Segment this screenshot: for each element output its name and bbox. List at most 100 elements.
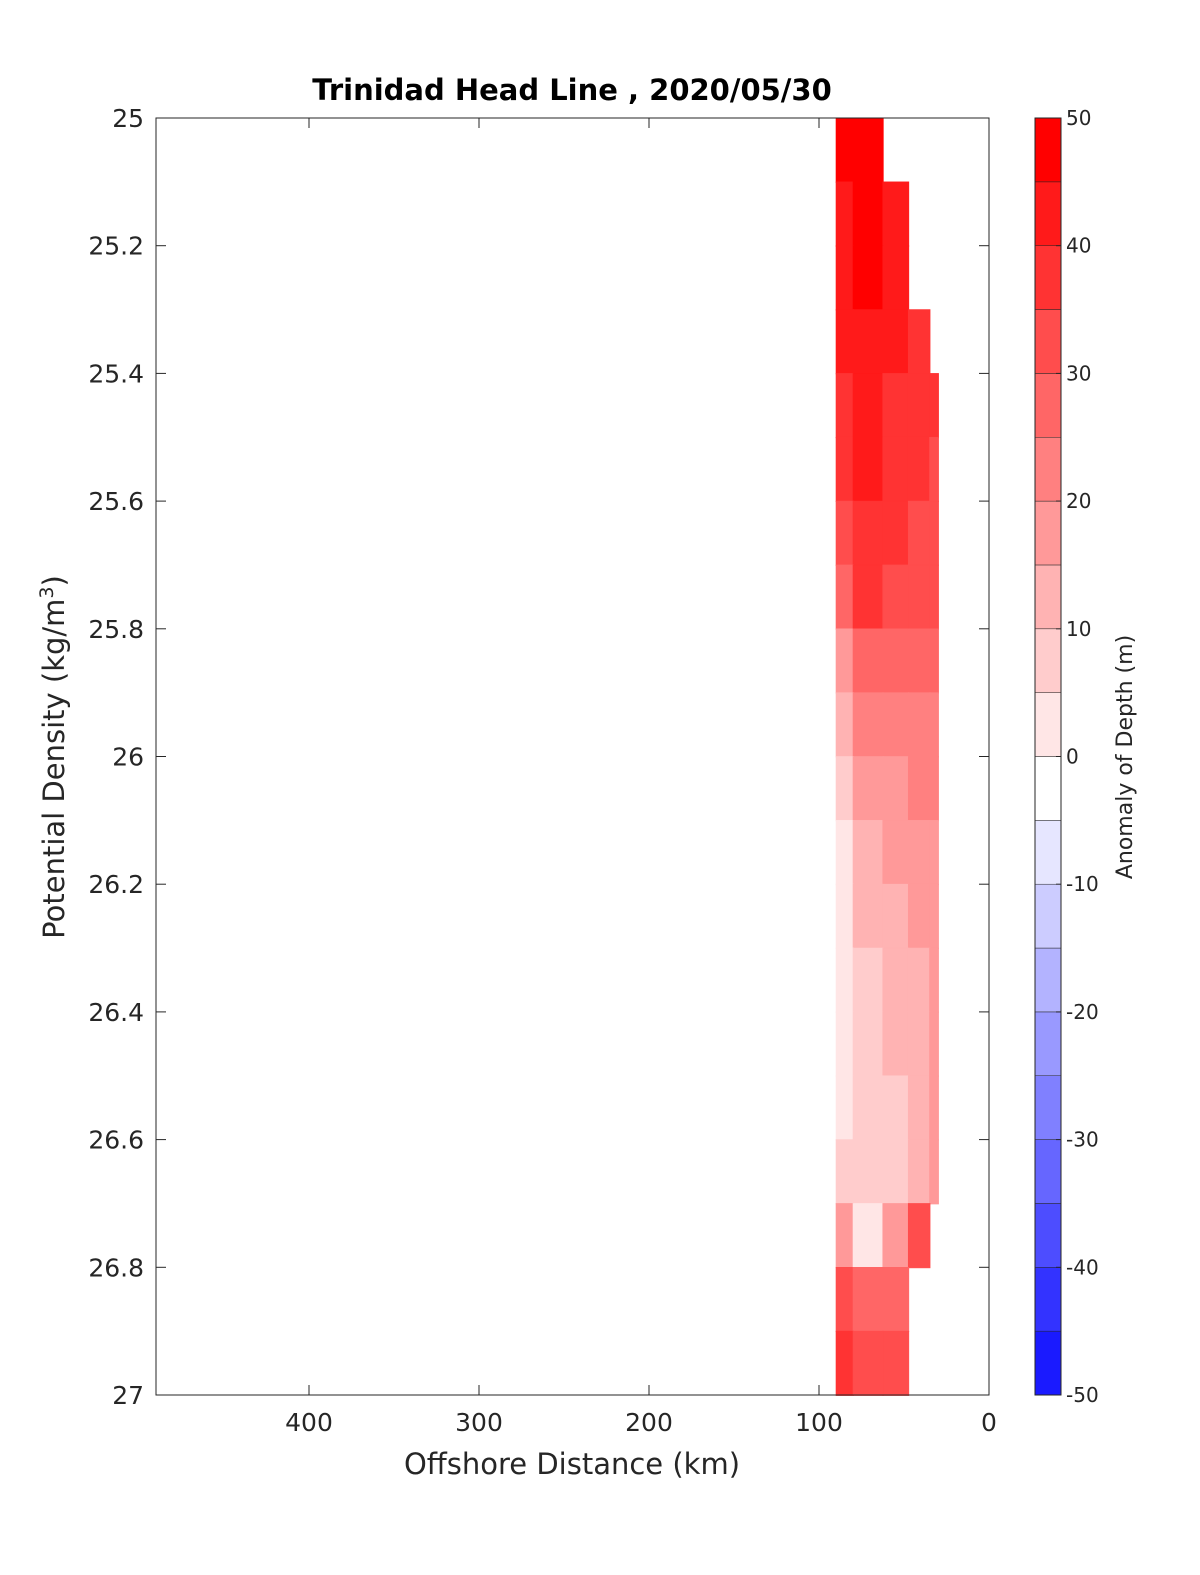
- colorbar-tick-label: 20: [1066, 489, 1091, 513]
- field-cell: [907, 1139, 931, 1205]
- colorbar-band: [1034, 1267, 1062, 1332]
- field-cell: [835, 500, 854, 566]
- field-cell: [907, 1011, 931, 1077]
- y-tick-label: 26.6: [88, 1126, 144, 1155]
- field-cell: [852, 373, 884, 439]
- colorbar-band: [1034, 437, 1062, 502]
- field-cell: [882, 1330, 910, 1396]
- field-cell: [929, 820, 939, 886]
- y-axis-label: Potential Density (kg/m3): [36, 575, 71, 939]
- field-cell: [882, 1011, 910, 1077]
- field-cell: [929, 1139, 939, 1205]
- field-cell: [835, 181, 854, 247]
- field-cell: [907, 756, 931, 822]
- colorbar-band: [1034, 628, 1062, 693]
- field-cell: [907, 309, 931, 375]
- field-cell: [835, 117, 854, 183]
- field-cell: [852, 1203, 884, 1269]
- field-cell: [852, 309, 884, 375]
- field-cell: [835, 309, 854, 375]
- field-cell: [852, 1330, 884, 1396]
- axes: 400 300 200 100 0 25 25.2 25.4 25.6 25.8 26 26.2 26.…: [88, 104, 997, 1437]
- field-cell: [907, 820, 931, 886]
- field-cell: [929, 1011, 939, 1077]
- field-cell: [882, 500, 910, 566]
- field-cell: [907, 373, 931, 439]
- field-cell: [929, 883, 939, 949]
- field-cell: [835, 820, 854, 886]
- field-cell: [882, 1203, 910, 1269]
- field-cell: [852, 117, 884, 183]
- y-axis-label-close: ): [37, 575, 71, 586]
- y-tick-label: 25.4: [88, 359, 144, 388]
- colorbar-band: [1034, 309, 1062, 374]
- x-tick-label: 300: [455, 1408, 503, 1437]
- field-cell: [929, 692, 939, 758]
- field-cell: [907, 628, 931, 694]
- colorbar-band: [1034, 820, 1062, 885]
- colorbar-band: [1034, 245, 1062, 310]
- field-cell: [882, 820, 910, 886]
- field-cell: [882, 564, 910, 630]
- colorbar-tick-label: -40: [1066, 1255, 1099, 1279]
- colorbar-tick-label: 0: [1066, 745, 1079, 769]
- chart-title: Trinidad Head Line , 2020/05/30: [312, 73, 832, 107]
- colorbar-band: [1034, 1075, 1062, 1140]
- colorbar-band: [1034, 117, 1062, 183]
- field-cell: [852, 1267, 884, 1333]
- x-axis-label: Offshore Distance (km): [404, 1447, 740, 1481]
- field-cell: [882, 436, 910, 502]
- field-cell: [835, 564, 854, 630]
- field-cell: [929, 1075, 939, 1141]
- field-cell: [882, 1267, 910, 1333]
- field-cell: [882, 883, 910, 949]
- colorbar-band: [1034, 1139, 1062, 1204]
- y-tick-label: 25: [112, 104, 144, 133]
- colorbar-band: [1034, 1203, 1062, 1268]
- field-cell: [835, 883, 854, 949]
- field-cell: [882, 628, 910, 694]
- colorbar-band: [1034, 756, 1062, 821]
- y-tick-label: 26.4: [88, 998, 144, 1027]
- y-axis-label-superscript: 3: [36, 586, 58, 598]
- field-cell: [835, 692, 854, 758]
- field-cell: [929, 947, 939, 1013]
- field-cell: [907, 947, 931, 1013]
- field-cell: [835, 947, 854, 1013]
- colorbar-tick-label: 50: [1066, 106, 1091, 130]
- colorbar-band: [1034, 373, 1062, 438]
- x-tick-label: 400: [285, 1408, 333, 1437]
- field-cell: [882, 1139, 910, 1205]
- field-cell: [907, 883, 931, 949]
- y-axis-label-main: Potential Density (kg/m: [37, 599, 71, 939]
- field-cell: [882, 373, 910, 439]
- x-tick-label: 0: [981, 1408, 997, 1437]
- field-cell: [852, 628, 884, 694]
- field-cell: [882, 1075, 910, 1141]
- colorbar-band: [1034, 883, 1062, 949]
- field-cell: [852, 820, 884, 886]
- colorbar-band: [1034, 947, 1062, 1013]
- field-cell: [852, 181, 884, 247]
- field-cell: [852, 1139, 884, 1205]
- field-cell: [882, 309, 910, 375]
- field-cell: [835, 245, 854, 311]
- field-cell: [929, 373, 939, 439]
- field-cell: [835, 373, 854, 439]
- x-tick-label: 100: [795, 1408, 843, 1437]
- field-cell: [882, 181, 910, 247]
- field-cell: [882, 692, 910, 758]
- y-tick-label: 25.6: [88, 487, 144, 516]
- colorbar: 50 40 30 20 10 0 -10 -20 -30 -40 -50: [1034, 106, 1099, 1407]
- field-cell: [907, 1075, 931, 1141]
- plot-area: [835, 117, 939, 1396]
- field-cell: [852, 692, 884, 758]
- field-cell: [852, 564, 884, 630]
- field-cell: [835, 756, 854, 822]
- field-cell: [835, 436, 854, 502]
- colorbar-band: [1034, 564, 1062, 630]
- field-cell: [882, 245, 910, 311]
- field-cell: [852, 1075, 884, 1141]
- y-tick-label: 26.2: [88, 870, 144, 899]
